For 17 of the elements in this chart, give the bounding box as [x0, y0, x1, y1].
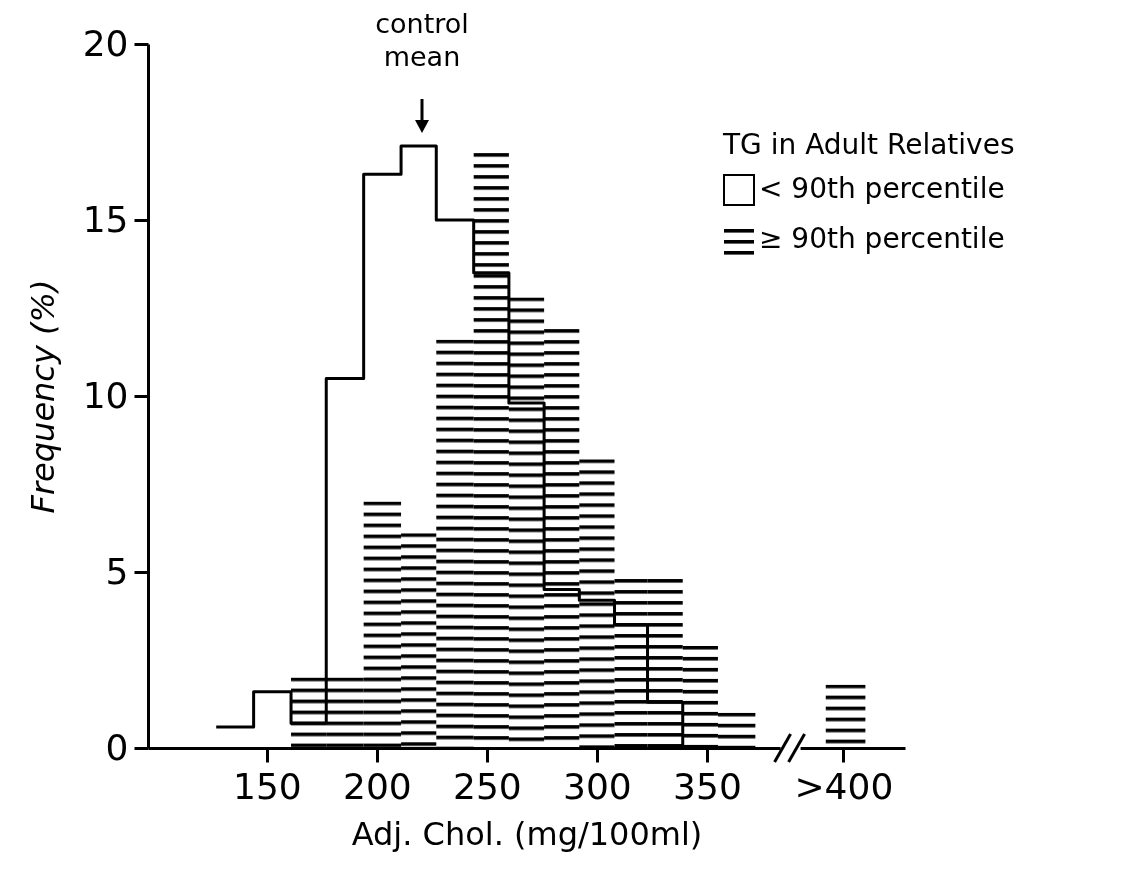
legend-label: ≥ 90th percentile: [759, 222, 1005, 255]
legend-title: TG in Adult Relatives: [722, 128, 1015, 161]
x-tick-label: 200: [343, 765, 412, 807]
y-tick-label: 20: [82, 22, 129, 64]
x-tick-label: 250: [453, 765, 522, 807]
x-tick-label: 300: [563, 765, 632, 807]
annotation: control mean: [375, 8, 469, 72]
y-tick-label: 10: [82, 374, 129, 416]
x-axis-title: Adj. Chol. (mg/100ml): [351, 814, 703, 853]
y-tick-label: 0: [105, 726, 129, 768]
y-tick-label: 5: [105, 550, 129, 592]
x-tick-label: >400: [794, 765, 894, 807]
y-axis-title: Frequency (%): [23, 279, 62, 514]
legend-label: < 90th percentile: [759, 172, 1005, 205]
x-tick-label: 150: [232, 765, 302, 807]
y-tick-label: 15: [82, 198, 129, 240]
x-tick-label: 350: [673, 765, 742, 807]
